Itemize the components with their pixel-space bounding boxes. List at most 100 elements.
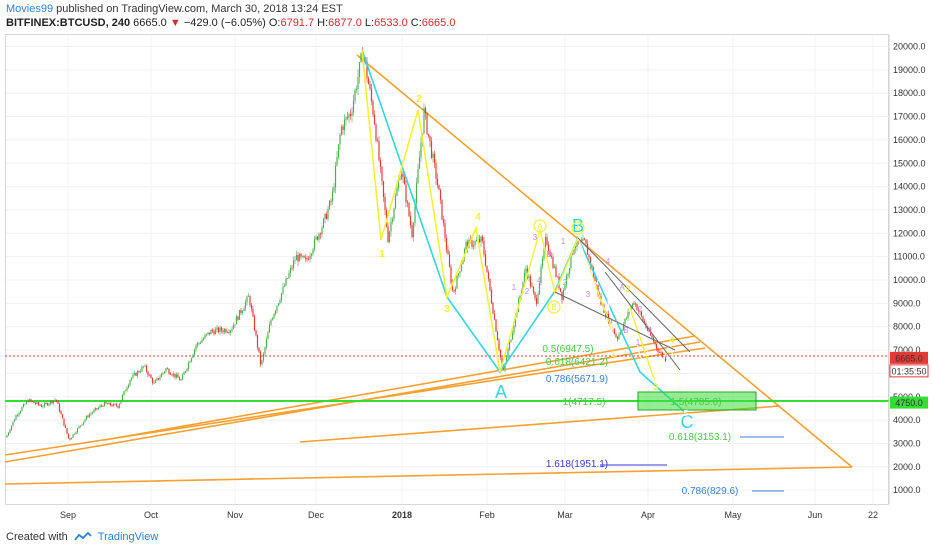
candle-body: [258, 347, 260, 353]
candle-body: [457, 273, 460, 276]
candle-body: [94, 408, 97, 410]
candle-body: [253, 316, 256, 331]
candle-body: [489, 278, 491, 291]
candle-body: [10, 425, 13, 431]
sub-wave-label-5: 1: [561, 237, 566, 246]
candle-body: [567, 274, 569, 276]
x-tick-label: 2018: [392, 510, 412, 520]
low-label: L:: [364, 17, 375, 29]
candle-body: [259, 352, 262, 365]
candle-body: [276, 305, 278, 311]
candle-body: [547, 244, 550, 251]
candle-body: [145, 365, 148, 372]
candle-body: [25, 401, 28, 404]
candle-body: [195, 345, 197, 350]
candle-body: [285, 278, 287, 286]
candle-body: [67, 433, 70, 439]
candle-body: [297, 254, 299, 262]
y-tick-label: 7000.0: [893, 345, 921, 355]
fib-label-1618: 1.618(1951.1): [546, 459, 608, 470]
candle-body: [496, 331, 499, 341]
candle-body: [46, 403, 49, 406]
candle-body: [643, 320, 646, 324]
sub-wave-label-9: A: [619, 283, 625, 292]
candle-body: [466, 241, 469, 249]
candle-body: [72, 434, 74, 438]
author-link[interactable]: Movies99: [6, 3, 54, 15]
candle-body: [664, 356, 667, 362]
candle-body: [190, 357, 193, 362]
candle-body: [445, 238, 448, 250]
candle-body: [435, 162, 437, 179]
candle-body: [351, 112, 353, 116]
candle-body: [321, 227, 323, 235]
candle-body: [519, 295, 521, 300]
candle-body: [328, 200, 331, 210]
candle-body: [654, 341, 656, 345]
candle-body: [460, 264, 463, 272]
candle-body: [76, 428, 79, 433]
candle-body: [121, 394, 124, 401]
sub-wave-label-0: 3: [533, 233, 538, 242]
candle-body: [318, 233, 320, 240]
tradingview-brand-link[interactable]: TradingView: [97, 531, 159, 543]
candle-body: [177, 374, 179, 378]
candle-body: [130, 377, 133, 380]
candle-body: [199, 342, 202, 344]
publish-info: Movies99 published on TradingView.com, M…: [6, 3, 343, 15]
candle-body: [337, 144, 340, 158]
candle-body: [627, 311, 629, 318]
close-label: C:: [410, 17, 422, 29]
candle-body: [333, 187, 335, 192]
x-tick-label: May: [724, 510, 742, 520]
candle-body: [369, 84, 371, 89]
candle-body: [316, 236, 319, 240]
candle-body: [555, 266, 557, 277]
candle-body: [133, 372, 136, 375]
candle-body: [78, 426, 80, 429]
candle-body: [33, 401, 35, 403]
created-with-text: Created with: [6, 531, 68, 543]
candle-body: [549, 250, 551, 257]
candle-body: [399, 179, 401, 180]
candle-body: [646, 327, 649, 331]
candle-body: [313, 238, 316, 250]
candle-body: [616, 336, 619, 339]
candle-body: [238, 310, 241, 320]
fib-label-0786: 0.786(5671.9): [546, 374, 608, 385]
candle-body: [192, 354, 194, 358]
candle-body: [159, 377, 161, 380]
candle-body: [204, 335, 206, 339]
candle-body: [556, 276, 559, 278]
y-tick-label: 20000.0: [893, 42, 926, 52]
candle-body: [534, 292, 536, 298]
candle-body: [387, 226, 389, 242]
candle-body: [123, 390, 125, 395]
candle-body: [166, 368, 169, 370]
candle-body: [499, 349, 502, 358]
candle-body: [589, 257, 592, 266]
candle-body: [70, 437, 73, 440]
candle-body: [550, 256, 553, 258]
candle-body: [495, 319, 497, 332]
candle-body: [538, 282, 541, 295]
y-tick-label: 13000.0: [893, 205, 926, 215]
candle-body: [210, 329, 212, 335]
candle-body: [90, 413, 92, 415]
candle-body: [126, 387, 128, 391]
candle-body: [246, 296, 248, 303]
candle-body: [660, 352, 662, 353]
candle-body: [403, 176, 406, 185]
candle-body: [16, 415, 19, 416]
candle-body: [274, 310, 277, 314]
countdown-tag: 01:35:50: [891, 366, 926, 376]
candle-body: [298, 253, 301, 262]
candle-body: [511, 332, 514, 340]
candle-body: [513, 325, 515, 333]
y-tick-label: 15000.0: [893, 158, 926, 168]
candle-body: [378, 140, 380, 161]
minor-wave-label-2: 3: [653, 382, 658, 392]
wave-label-C: C: [681, 412, 694, 432]
